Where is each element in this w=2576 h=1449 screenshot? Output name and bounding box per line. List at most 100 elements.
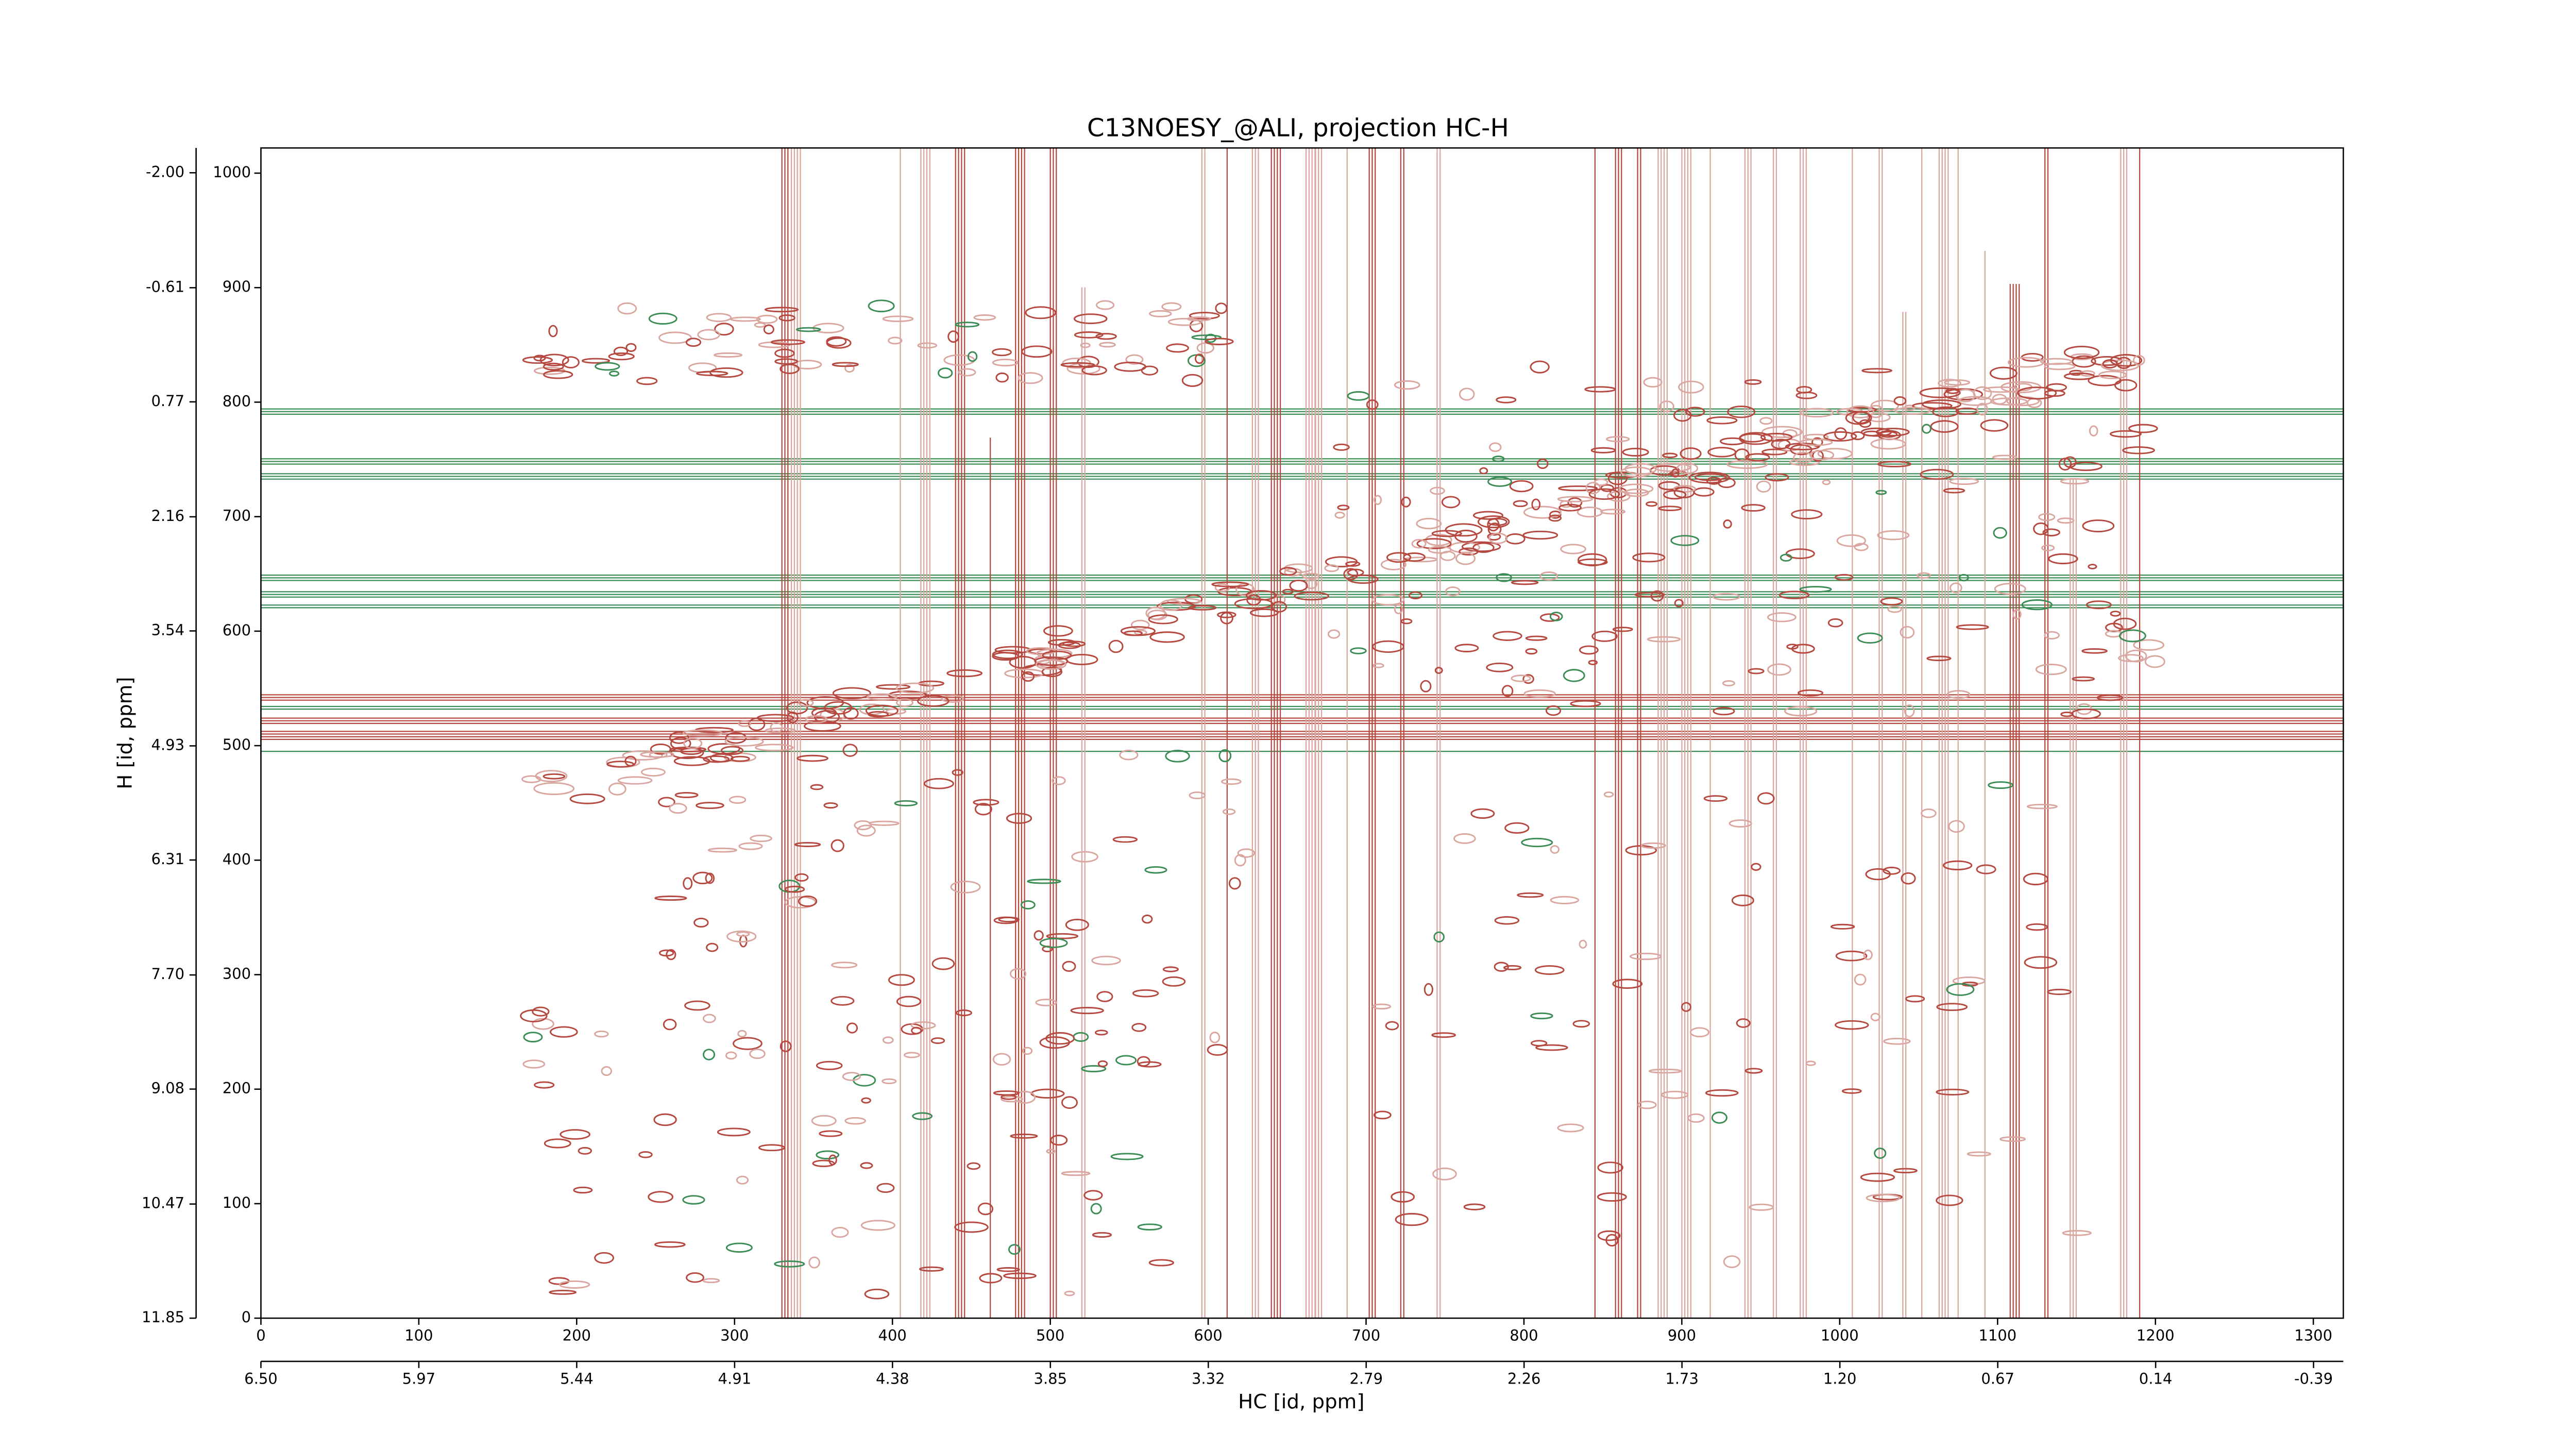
contour (1674, 599, 1684, 608)
contour (1936, 1003, 1968, 1012)
contour (2119, 629, 2146, 643)
contour (931, 957, 955, 970)
contour (1391, 1191, 1415, 1203)
contour (1606, 436, 1630, 443)
contour (805, 715, 828, 723)
contour (702, 1278, 720, 1284)
contour (938, 367, 953, 379)
contour (1141, 365, 1159, 376)
contour (816, 1150, 840, 1160)
contour (1282, 588, 1294, 595)
contour (669, 803, 687, 814)
contour (1428, 546, 1452, 554)
contour (2098, 370, 2127, 379)
contour (1061, 1096, 1078, 1109)
contour (1785, 548, 1815, 559)
contour (649, 751, 668, 759)
contour (1148, 614, 1178, 625)
contour (522, 356, 553, 364)
contour (1065, 918, 1089, 931)
y2-tick-label: 9.08 (151, 1080, 184, 1097)
x-tick-label: 700 (1352, 1327, 1380, 1344)
contour (706, 313, 732, 322)
contour (1494, 916, 1520, 925)
contour (846, 1022, 858, 1034)
contour (764, 307, 799, 313)
contour (1148, 310, 1172, 317)
contour (1035, 999, 1057, 1006)
contour (1648, 1068, 1682, 1074)
contour (1948, 820, 1965, 833)
contour (1687, 1113, 1705, 1123)
contour (1637, 1101, 1657, 1109)
contour (726, 930, 757, 943)
contour (1712, 593, 1741, 601)
contour (1531, 498, 1541, 511)
contour (954, 1221, 989, 1233)
contour (947, 330, 959, 343)
contour (1003, 1272, 1037, 1279)
contour (831, 962, 858, 969)
contour (1694, 473, 1726, 481)
contour (1791, 509, 1823, 520)
contour (1215, 302, 1228, 314)
contour (714, 323, 734, 336)
contour (703, 1049, 716, 1060)
contour (1347, 568, 1364, 577)
contour (709, 367, 743, 378)
contour (1921, 424, 1931, 434)
x-tick-label: 1200 (2137, 1327, 2175, 1344)
contour (1431, 1032, 1456, 1038)
contour (1333, 443, 1350, 451)
contour (1511, 580, 1539, 585)
contour (1946, 983, 1975, 996)
contour (1145, 606, 1166, 620)
contour (658, 797, 675, 807)
contour (868, 299, 895, 313)
contour (786, 701, 808, 715)
y2-tick-label: 0.77 (151, 392, 184, 410)
contour (748, 717, 766, 731)
y2-tick-label: 2.16 (151, 507, 184, 525)
contour (1503, 965, 1522, 970)
contour (770, 339, 806, 345)
x-tick-label: 500 (1036, 1327, 1064, 1344)
contour (1034, 656, 1069, 666)
contour (856, 824, 876, 837)
contour (1347, 391, 1370, 401)
contour (1052, 776, 1066, 785)
contour (1673, 485, 1696, 493)
contour (1767, 612, 1797, 622)
contour (1534, 965, 1565, 975)
contour (1022, 1047, 1033, 1055)
contour (1161, 302, 1182, 311)
contour (1189, 312, 1220, 319)
contour (1883, 1038, 1911, 1045)
contour (1618, 483, 1654, 494)
contour (1560, 544, 1586, 554)
contour (1930, 420, 1959, 433)
contour (1008, 1244, 1021, 1255)
x-tick-label: 200 (563, 1327, 591, 1344)
contour (1622, 447, 1649, 457)
contour (2047, 988, 2072, 996)
contour (1949, 478, 1979, 485)
contour (1501, 685, 1514, 697)
contour (1493, 631, 1522, 641)
contour (1905, 995, 1925, 1003)
contour (1092, 1232, 1112, 1238)
contour (1513, 500, 1528, 508)
contour (1137, 1223, 1162, 1231)
contour (1809, 449, 1835, 461)
y-axis-label: H [id, ppm] (114, 677, 137, 789)
contour (1823, 431, 1857, 442)
plot-frame (260, 147, 2344, 1319)
contour (1875, 428, 1910, 436)
contour (894, 800, 918, 806)
y-tick-label: 900 (223, 278, 251, 295)
contour (1108, 639, 1124, 653)
contour (1459, 387, 1475, 401)
contour (720, 746, 744, 755)
contour (1756, 480, 1771, 493)
x-tick-label: 1100 (1978, 1327, 2016, 1344)
